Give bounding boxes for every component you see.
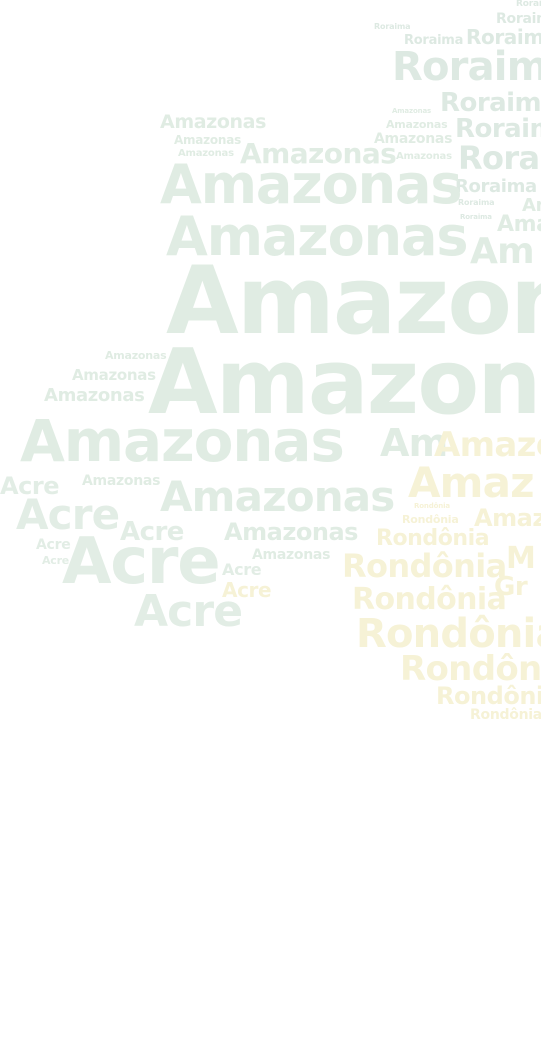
word-amazonas: Amazonas — [82, 473, 161, 489]
word-rondonia: Rondônia — [470, 707, 541, 723]
word-roraima: Roraima — [460, 213, 492, 221]
word-rondonia: Rondônia — [376, 526, 490, 551]
word-amazonas: Am — [470, 231, 535, 272]
word-amazonas: Amazonas — [160, 153, 463, 216]
word-amazonas: Amazonas — [72, 366, 156, 384]
word-acre: Acre — [42, 554, 70, 567]
word-rondonia: Rondônia — [400, 649, 541, 689]
word-amazonas: Amazonas — [252, 547, 331, 563]
word-rondonia: Rondônia — [436, 682, 541, 710]
word-roraima: Roraima — [455, 176, 537, 197]
word-amazonas: Amazonas — [20, 407, 345, 475]
word-roraima: Roraima — [440, 88, 541, 118]
word-amazonas: Amazon — [166, 247, 541, 356]
word-roraima: Roraim — [496, 11, 541, 27]
word-roraima: Roraima — [392, 44, 541, 90]
word-rondonia: Rondônia — [414, 502, 450, 510]
word-amazonas: Amazonas — [224, 518, 358, 546]
word-roraima: Roraima — [404, 33, 464, 48]
word-amazonas: Amazonas — [105, 349, 167, 362]
word-amazonas: Amazonas — [392, 107, 432, 115]
word-roraima: Roraima — [374, 22, 411, 31]
word-rondonia: M — [506, 541, 536, 576]
word-rondonia: Rondônia — [356, 611, 541, 657]
word-roraima: Roraima — [466, 25, 541, 49]
word-amazonas: Amaz — [408, 458, 535, 507]
word-amazonas: Amazonas — [44, 385, 145, 406]
word-acre: Acre — [120, 517, 184, 547]
word-amazonas: Amazonas — [174, 133, 241, 147]
word-roraima: Roraima — [458, 198, 495, 207]
word-acre: Acre — [222, 578, 272, 602]
word-rondonia: Rondônia — [402, 513, 459, 526]
word-roraima: Roraim — [455, 114, 541, 144]
word-amazonas: Ama — [497, 212, 541, 237]
word-acre: Acre — [62, 525, 221, 599]
word-acre: Acre — [0, 472, 59, 500]
word-amazonas: Amazon — [434, 425, 541, 465]
word-amazonas: Amazonas — [386, 118, 448, 131]
word-acre: Acre — [134, 586, 243, 637]
word-amazonas: Amazonas — [160, 111, 267, 133]
word-amazonas: Amazonas — [374, 131, 453, 147]
word-amazonas: Amazonas — [396, 151, 452, 162]
word-amazonas: Amazon — [148, 330, 541, 435]
word-amazonas: Am — [380, 421, 448, 465]
word-acre: Acre — [222, 560, 262, 579]
word-amazonas: Amazonas — [160, 472, 395, 521]
word-acre: Acre — [16, 490, 120, 539]
word-amazonas: Amazonas — [166, 205, 469, 268]
word-roraima: Roraima — [516, 0, 541, 9]
word-rondonia: Rondônia — [352, 582, 507, 617]
word-acre: Acre — [36, 537, 71, 553]
word-amazonas: Amaz — [474, 504, 541, 532]
word-amazonas: Amazonas — [240, 137, 397, 170]
word-amazonas: Amazonas — [178, 148, 234, 159]
word-roraima: Rorai — [458, 139, 541, 177]
word-rondonia: Gr — [494, 572, 528, 602]
word-amazonas: Am — [522, 195, 541, 216]
word-rondonia: Rondônia — [342, 547, 507, 585]
